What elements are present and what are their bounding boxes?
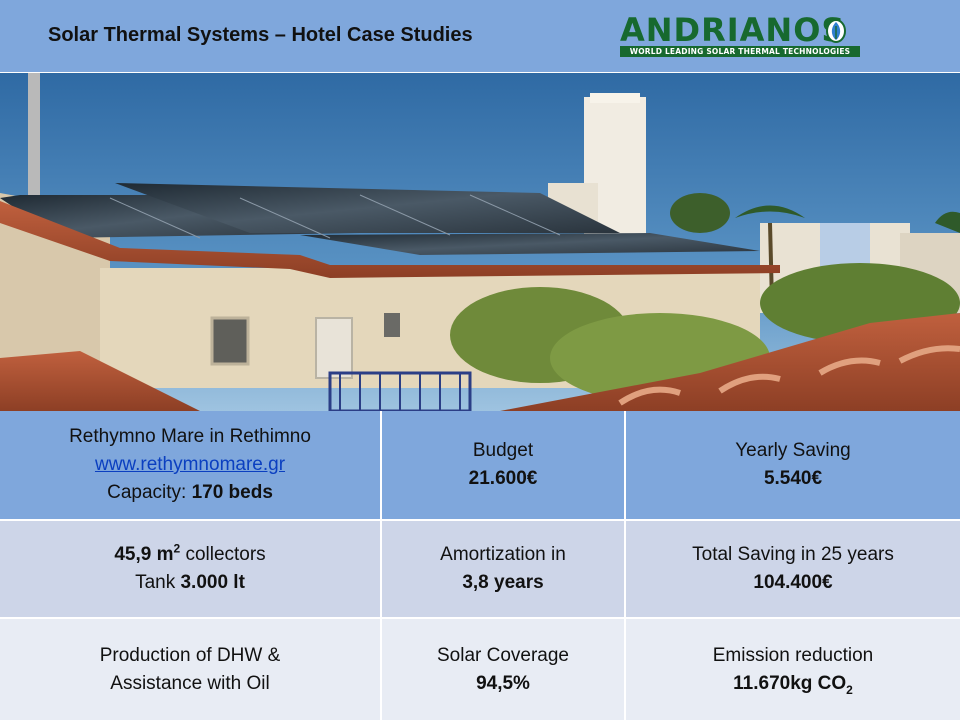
emission-value: 11.670kg CO xyxy=(733,672,847,694)
equipment-cell: 45,9 m2 collectors Tank 3.000 lt xyxy=(0,521,380,617)
hotel-rooftop-photo xyxy=(0,73,960,411)
collectors-label: collectors xyxy=(185,544,266,565)
amortization-label: Amortization in xyxy=(440,544,566,565)
hotel-name: Rethymno Mare in Rethimno xyxy=(69,426,311,447)
production-cell: Production of DHW & Assistance with Oil xyxy=(0,619,380,720)
collectors-area: 45,9 m xyxy=(114,544,174,565)
capacity-value: 170 beds xyxy=(191,482,273,503)
leaf-drop-icon xyxy=(826,19,846,43)
emission-cell: Emission reduction 11.670kg CO2 xyxy=(626,619,960,720)
production-line-1: Production of DHW & xyxy=(99,644,281,666)
hotel-info-cell: Rethymno Mare in Rethimno www.rethymnoma… xyxy=(0,411,380,519)
production-line-2: Assistance with Oil xyxy=(110,672,270,694)
yearly-saving-cell: Yearly Saving 5.540€ xyxy=(626,411,960,519)
solar-coverage-label: Solar Coverage xyxy=(436,644,570,666)
slide-title: Solar Thermal Systems – Hotel Case Studi… xyxy=(48,24,473,46)
logo-wordmark: ANDRIANOS xyxy=(620,11,846,49)
emission-label: Emission reduction xyxy=(712,644,874,666)
solar-coverage-value: 94,5% xyxy=(476,672,530,694)
tank-label: Tank xyxy=(135,572,176,593)
emission-subscript: 2 xyxy=(846,682,853,697)
total-saving-value: 104.400€ xyxy=(753,572,833,593)
budget-value: 21.600€ xyxy=(468,468,538,489)
hotel-website-link[interactable]: www.rethymnomare.gr xyxy=(94,454,286,475)
total-saving-cell: Total Saving in 25 years 104.400€ xyxy=(626,521,960,617)
case-study-table: Rethymno Mare in Rethimno www.rethymnoma… xyxy=(0,411,960,720)
amortization-value: 3,8 years xyxy=(462,572,544,593)
capacity-label: Capacity: xyxy=(107,482,187,503)
amortization-cell: Amortization in 3,8 years xyxy=(382,521,624,617)
total-saving-label: Total Saving in 25 years xyxy=(692,544,894,565)
budget-label: Budget xyxy=(472,440,534,461)
tank-value: 3.000 lt xyxy=(180,572,245,593)
logo-tagline: WORLD LEADING SOLAR THERMAL TECHNOLOGIES xyxy=(620,46,860,57)
solar-coverage-cell: Solar Coverage 94,5% xyxy=(382,619,624,720)
yearly-saving-value: 5.540€ xyxy=(763,468,823,489)
header-bar: Solar Thermal Systems – Hotel Case Studi… xyxy=(0,0,960,72)
andrianos-logo: ANDRIANOS WORLD LEADING SOLAR THERMAL TE… xyxy=(616,13,866,59)
collectors-area-exponent: 2 xyxy=(173,541,181,556)
budget-cell: Budget 21.600€ xyxy=(382,411,624,519)
yearly-saving-label: Yearly Saving xyxy=(735,440,851,461)
